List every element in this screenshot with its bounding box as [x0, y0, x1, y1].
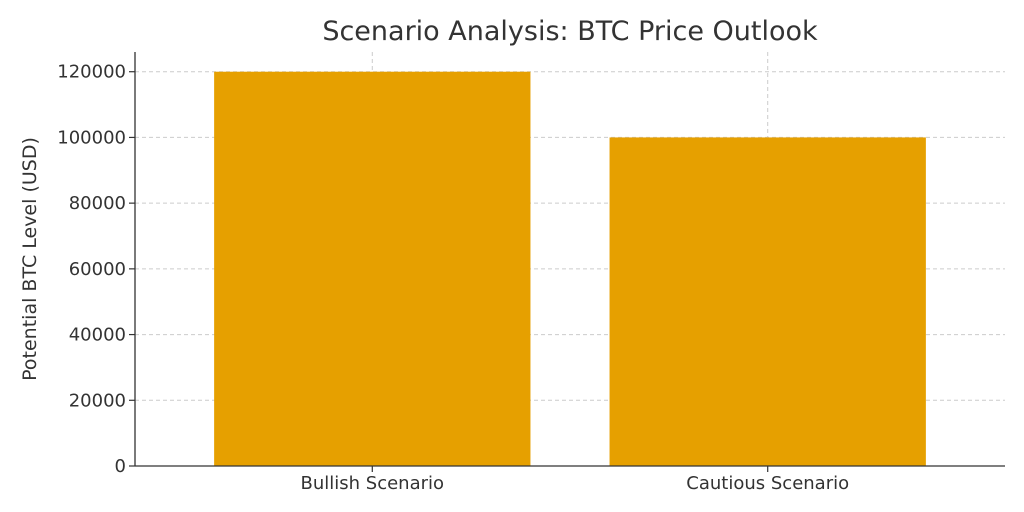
y-tick-label: 60000: [69, 259, 126, 280]
y-tick-label: 0: [115, 456, 126, 477]
y-axis-label: Potential BTC Level (USD): [19, 137, 41, 381]
y-tick-label: 40000: [69, 325, 126, 346]
y-tick-label: 80000: [69, 193, 126, 214]
y-tick-label: 20000: [69, 390, 126, 411]
bar-1: [214, 71, 531, 466]
y-tick-label: 100000: [57, 127, 126, 148]
y-tick-label: 120000: [57, 62, 126, 83]
axes: [134, 52, 1005, 467]
x-tick-label: Cautious Scenario: [686, 473, 849, 494]
x-ticks: Bullish Scenario Cautious Scenario: [301, 466, 849, 494]
chart-title: Scenario Analysis: BTC Price Outlook: [322, 16, 818, 47]
bars: [214, 71, 926, 466]
y-ticks: 0 20000 40000 60000 80000 100000 120000: [57, 62, 135, 477]
x-tick-label: Bullish Scenario: [301, 473, 445, 494]
bar-2: [609, 137, 926, 466]
